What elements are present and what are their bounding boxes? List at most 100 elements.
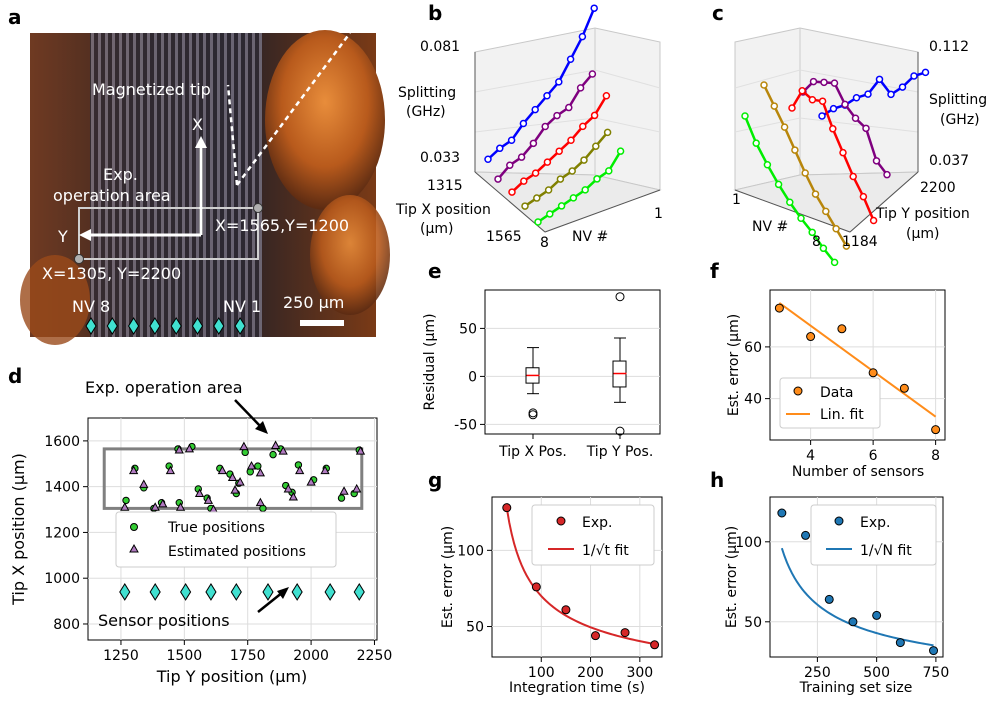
series-point [508,188,516,196]
series-point [555,147,563,155]
sensor-diamond [324,582,336,601]
series-point [579,122,587,131]
tip-outline-right [235,32,352,186]
series-point [818,97,827,105]
c-3d-box [733,27,920,233]
estimated-position-point [246,461,257,470]
y-tick-label: 100 [735,535,762,551]
d-y-label: Tip X position (µm) [9,453,28,606]
data-point [531,582,541,592]
d-annotation-sensor: Sensor positions [98,611,230,630]
series-point [921,68,930,77]
panel-label-g: g [428,468,442,492]
data-point [837,324,847,334]
series-point [875,75,884,84]
b-x-label-1: Tip X position [395,202,491,218]
series-point [603,128,612,137]
photo-electrode-stripes [90,33,262,337]
series-point [543,92,551,100]
series-point [872,157,881,165]
series-point [852,93,861,102]
series-point [541,122,549,131]
series-point [774,180,783,189]
b-z-label-1: Splitting [398,85,456,101]
series-point [506,161,514,169]
y-tick-label: 1200 [44,525,80,541]
y-tick-label: 0 [468,369,477,385]
data-point [774,303,784,313]
y-tick-label: 50 [744,615,762,631]
series-point [566,55,575,64]
series-point [496,144,504,153]
estimated-position-point [203,495,214,504]
b-x-tick-1: 1315 [427,178,463,194]
b-x-tick-2: 1565 [486,229,522,245]
series-point [788,104,796,112]
series-point [839,148,847,157]
series-point [520,177,528,185]
panel-h: h 250 500 750 50 100 Exp. 1/√N fit Training … [710,468,949,696]
estimated-position-point [174,444,184,454]
b-x-label-2: (µm) [420,221,453,237]
c-series-lines [741,68,930,267]
series-point [616,147,625,155]
series-point [819,244,828,253]
y-tick-label: 50 [466,620,484,636]
series-point [820,78,828,87]
e-grid: -50 0 50 [454,321,660,433]
true-position-point [269,450,277,459]
corner-marker-2 [74,254,84,264]
e-boxes: Tip X Pos. Tip Y Pos. [498,292,653,460]
d-estimated-positions [120,440,366,514]
y-arrowhead [79,229,91,241]
d-arrowhead-sensor [277,587,289,599]
d-legend-est: Estimated positions [168,544,306,560]
estimated-position-point [352,483,362,493]
series-point [798,87,806,95]
series-line [821,71,926,118]
series-point [517,153,526,161]
y-tick-label: 60 [744,340,762,356]
series-point [910,72,918,80]
panel-c: c 0.112 0.037 Splitting (GHz) 1 8 NV # 2… [712,1,987,267]
sensor-diamond [353,582,365,601]
series-point [808,95,817,104]
sensor-diamond [149,582,161,601]
h-legend-exp-marker [834,516,844,526]
series-point [556,175,565,183]
photo-corner-glow [20,255,90,345]
series-point [841,100,849,109]
y-tick-label: 800 [53,617,80,633]
photo-sensor-diamond [170,317,182,335]
panel-label-c: c [712,1,724,25]
estimated-position-point [227,472,238,482]
series-point [569,194,578,202]
series-line [487,7,596,161]
b-z-tick-min: 0.033 [420,150,460,166]
g-legend-exp-marker [556,516,566,526]
d-annotation-area: Exp. operation area [85,378,243,397]
estimated-position-point [139,479,149,488]
series-point [859,192,868,201]
y-tick-label: 100 [457,543,484,559]
d-operation-area-rect [102,447,364,510]
b-z-tick-max: 0.081 [420,39,460,55]
panel-label-a: a [8,5,22,29]
series-point [780,123,789,131]
photo-sensor-diamonds [85,317,246,335]
panel-label-d: d [8,364,22,388]
series-point [565,103,573,112]
h-legend-fit: 1/√N fit [860,543,912,559]
series-point [808,228,816,237]
panel-a: a Magnetized tip X Y Exp. operation area… [8,5,390,345]
d-legend-true-marker [130,523,138,531]
panel-e: e -50 0 50 Tip X Pos. Tip Y Pos. Residual (… [422,259,661,460]
data-point [931,425,941,435]
operation-area-rect [78,207,259,260]
h-y-label: Est. error (µm) [724,526,740,628]
series-point [567,136,575,144]
series-point [849,172,857,181]
photo-sensor-diamond [213,317,225,335]
scale-bar-label: 250 µm [283,293,344,312]
estimated-position-point [158,498,168,508]
